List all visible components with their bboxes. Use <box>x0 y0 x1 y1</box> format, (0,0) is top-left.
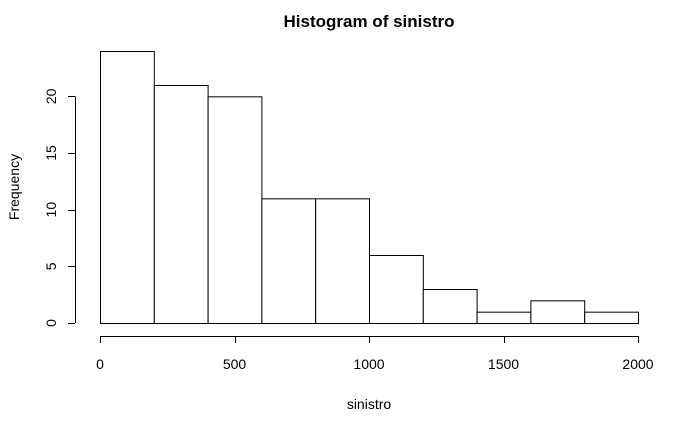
histogram-bar-0 <box>100 51 155 324</box>
histogram-bar-5 <box>369 255 424 324</box>
histogram-bar-6 <box>422 289 478 324</box>
x-tick-label: 1500 <box>488 356 519 372</box>
y-axis-label: Frequency <box>6 154 22 220</box>
x-tick-label: 1000 <box>353 356 384 372</box>
histogram-bar-3 <box>261 198 317 324</box>
histogram-bar-8 <box>530 300 586 325</box>
bars-group <box>100 51 640 325</box>
histogram-bar-7 <box>476 311 532 324</box>
x-tick-label: 2000 <box>622 356 653 372</box>
chart-title: Histogram of sinistro <box>284 12 455 31</box>
histogram-bar-1 <box>153 85 209 324</box>
histogram-bar-9 <box>584 311 640 324</box>
y-tick-label: 10 <box>43 202 59 218</box>
y-tick-label: 5 <box>43 262 59 270</box>
y-tick-label: 0 <box>43 319 59 327</box>
y-tick-label: 15 <box>43 145 59 161</box>
x-tick-label: 500 <box>223 356 247 372</box>
y-tick-label: 20 <box>43 88 59 104</box>
y-axis: 0 5 10 15 20 <box>43 88 76 327</box>
x-axis-label: sinistro <box>347 396 392 412</box>
histogram-bar-2 <box>207 96 263 325</box>
x-axis: 0 500 1000 1500 2000 <box>96 336 654 372</box>
x-tick-label: 0 <box>96 356 104 372</box>
histogram-bar-4 <box>315 198 371 324</box>
